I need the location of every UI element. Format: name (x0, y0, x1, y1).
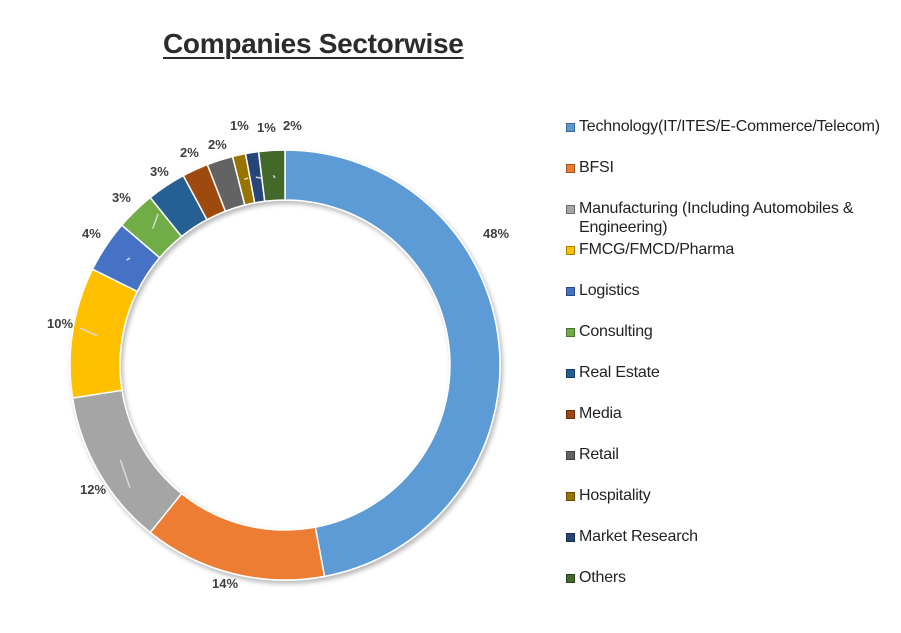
legend-item: Technology(IT/ITES/E-Commerce/Telecom) (566, 117, 896, 136)
donut-slice-2 (149, 492, 326, 581)
legend-item: Logistics (566, 281, 896, 300)
legend-label: Logistics (579, 282, 640, 299)
data-label-2: 14% (212, 576, 238, 591)
legend-swatch (566, 451, 575, 460)
leader-line-6 (152, 213, 159, 229)
legend-swatch (566, 205, 575, 214)
leader-line-3 (119, 459, 131, 489)
legend-label: Real Estate (579, 364, 660, 381)
donut-slice-4 (69, 268, 139, 399)
donut-slice-3 (71, 389, 183, 534)
data-labels: 48%14%12%10%4%3%3%2%2%1% 1% 2% (47, 118, 509, 591)
legend-item: Real Estate (566, 363, 896, 382)
data-label-12: 2% (283, 118, 302, 133)
legend-swatch (566, 164, 575, 173)
legend-label: Hospitality (579, 487, 651, 504)
legend-label: Media (579, 405, 622, 422)
leader-lines (79, 174, 276, 489)
data-label-1: 48% (483, 226, 509, 241)
leader-line-12 (272, 174, 276, 179)
legend-label: BFSI (579, 159, 614, 176)
legend-item: FMCG/FMCD/Pharma (566, 240, 896, 259)
data-label-4: 10% (47, 316, 73, 331)
legend-swatch (566, 492, 575, 501)
legend-label: Technology(IT/ITES/E-Commerce/Telecom) (579, 118, 880, 135)
legend-swatch (566, 287, 575, 296)
legend-label: Others (579, 569, 626, 586)
data-label-8: 2% (180, 145, 199, 160)
legend-item: Others (566, 568, 896, 587)
leader-line-11 (255, 176, 262, 179)
data-label-3: 12% (80, 482, 106, 497)
legend-item: Media (566, 404, 896, 423)
legend-label: FMCG/FMCD/Pharma (579, 241, 735, 258)
legend-label: Consulting (579, 323, 653, 340)
legend-swatch (566, 369, 575, 378)
data-label-9: 2% (208, 137, 227, 152)
donut-slice-12 (257, 149, 286, 203)
legend-item: Consulting (566, 322, 896, 341)
legend-swatch (566, 328, 575, 337)
data-label-10: 1% (230, 118, 249, 133)
leader-line-5 (126, 257, 131, 261)
legend-swatch (566, 533, 575, 542)
legend-item: Market Research (566, 527, 896, 546)
legend-swatch (566, 410, 575, 419)
legend-label: Market Research (579, 528, 698, 545)
leader-line-10 (244, 177, 249, 181)
legend-swatch (566, 123, 575, 132)
legend-label: Manufacturing (Including Automobiles & E… (579, 200, 854, 236)
donut-slices (69, 149, 501, 581)
legend-swatch (566, 246, 575, 255)
legend-item: Hospitality (566, 486, 896, 505)
donut-slice-1 (284, 149, 501, 578)
legend-label: Retail (579, 446, 619, 463)
leader-line-4 (79, 327, 98, 337)
data-label-11: 1% (257, 120, 276, 135)
legend-item: Manufacturing (Including Automobiles & E… (566, 199, 896, 237)
chart-title: Companies Sectorwise (163, 28, 464, 59)
data-label-5: 4% (82, 226, 101, 241)
data-label-7: 3% (150, 164, 169, 179)
legend-swatch (566, 574, 575, 583)
legend-item: Retail (566, 445, 896, 464)
data-label-6: 3% (112, 190, 131, 205)
legend-item: BFSI (566, 158, 896, 177)
